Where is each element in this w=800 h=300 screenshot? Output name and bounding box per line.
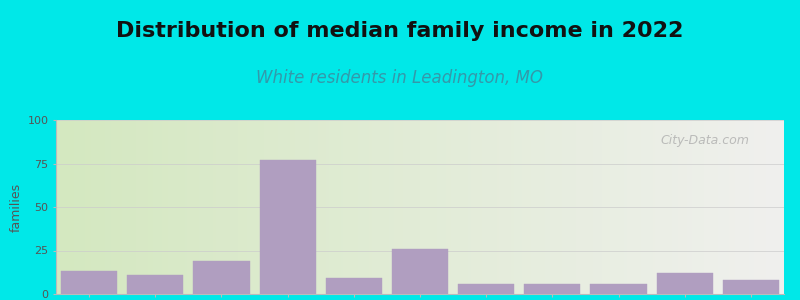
Bar [194,261,250,294]
Bar [657,273,713,294]
Text: Distribution of median family income in 2022: Distribution of median family income in … [116,21,684,41]
Y-axis label: families: families [10,182,23,232]
Bar [458,284,514,294]
Bar [127,275,183,294]
Bar [590,284,646,294]
Bar [326,278,382,294]
Bar [722,280,779,294]
Text: White residents in Leadington, MO: White residents in Leadington, MO [257,69,543,87]
Bar [524,284,581,294]
Text: City-Data.com: City-Data.com [660,134,749,147]
Bar [259,160,316,294]
Bar [392,249,448,294]
Bar [61,272,118,294]
